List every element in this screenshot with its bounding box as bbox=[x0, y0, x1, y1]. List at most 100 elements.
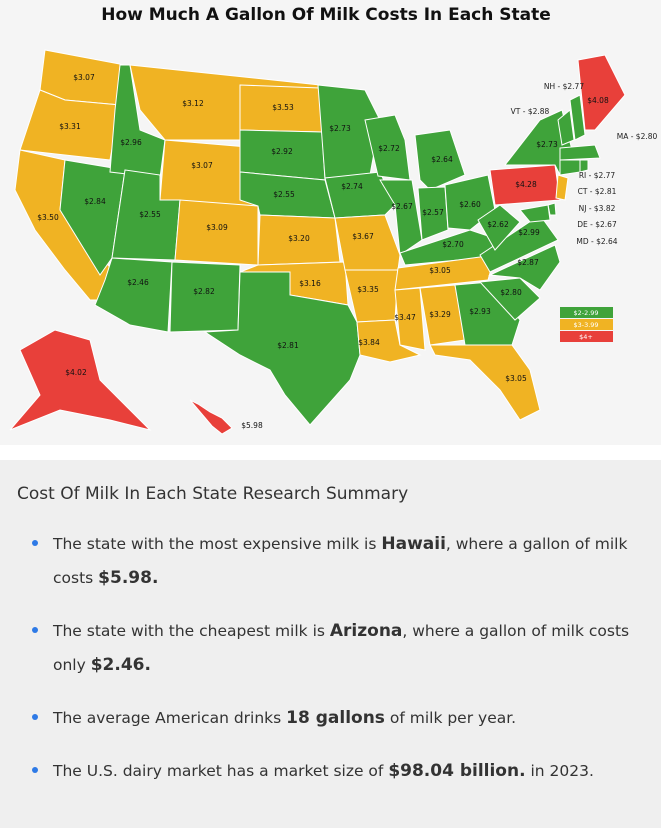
state-price-label: $2.93 bbox=[469, 307, 491, 316]
state-price-label: $3.29 bbox=[429, 310, 451, 319]
state-price-label: $5.98 bbox=[241, 421, 263, 430]
state-price-label: $2.80 bbox=[500, 288, 522, 297]
state-price-label: $3.12 bbox=[182, 99, 204, 108]
text: The average American drinks bbox=[53, 709, 287, 727]
text: , where a gallon of milk costs only bbox=[53, 622, 630, 674]
bold-text: Arizona bbox=[329, 621, 403, 641]
state-price-label: $2.84 bbox=[84, 197, 106, 206]
state-price-label: $2.92 bbox=[271, 147, 293, 156]
state-price-label: $3.84 bbox=[358, 338, 380, 347]
state bbox=[519, 204, 551, 223]
legend-label: $4+ bbox=[579, 333, 593, 341]
state-price-label: CT - $2.81 bbox=[578, 187, 617, 196]
bold-text: $2.46. bbox=[90, 655, 151, 675]
state-price-label: NJ - $3.82 bbox=[579, 204, 616, 213]
summary-list: The state with the most expensive milk i… bbox=[30, 527, 650, 807]
state-price-label: $3.16 bbox=[299, 279, 321, 288]
summary-panel: Cost Of Milk In Each State Research Summ… bbox=[0, 460, 661, 828]
state-price-label: $2.73 bbox=[536, 140, 558, 149]
state-price-label: $2.74 bbox=[341, 182, 363, 191]
state bbox=[477, 204, 521, 251]
state-price-label: $3.07 bbox=[191, 161, 213, 170]
state bbox=[174, 199, 259, 266]
state-price-label: $3.31 bbox=[59, 122, 81, 131]
state-price-label: $2.60 bbox=[459, 200, 481, 209]
states bbox=[9, 49, 626, 435]
state-price-label: $3.47 bbox=[394, 313, 416, 322]
state-price-label: $2.46 bbox=[127, 278, 149, 287]
state bbox=[557, 109, 575, 146]
map-title: How Much A Gallon Of Milk Costs In Each … bbox=[101, 5, 551, 25]
state bbox=[555, 174, 569, 201]
text: The state with the cheapest milk is bbox=[53, 622, 330, 640]
state-price-label: $2.81 bbox=[277, 341, 299, 350]
state-price-label: RI - $2.77 bbox=[579, 171, 616, 180]
state-price-label: $2.99 bbox=[518, 228, 540, 237]
state bbox=[559, 144, 601, 161]
legend-label: $3-3.99 bbox=[573, 321, 598, 329]
state-price-label: $2.64 bbox=[431, 155, 453, 164]
state-price-label: $3.50 bbox=[37, 213, 59, 222]
legend-swatch bbox=[560, 319, 613, 330]
bold-text: 18 gallons bbox=[286, 708, 385, 728]
state bbox=[569, 94, 586, 141]
state bbox=[203, 271, 361, 426]
state-price-label: $3.53 bbox=[272, 103, 294, 112]
state bbox=[577, 54, 626, 131]
text: of milk per year. bbox=[384, 709, 517, 727]
state bbox=[489, 164, 561, 206]
state-price-label: $2.87 bbox=[517, 258, 539, 267]
state-price-label: $2.96 bbox=[120, 138, 142, 147]
bold-text: $98.04 billion. bbox=[388, 761, 526, 781]
state-price-label: VT - $2.88 bbox=[511, 107, 550, 116]
state-price-label: $2.55 bbox=[139, 210, 161, 219]
text: , where a gallon of milk costs bbox=[53, 535, 628, 587]
state bbox=[429, 344, 541, 421]
state-price-label: $2.57 bbox=[422, 208, 444, 217]
state-price-label: MA - $2.80 bbox=[617, 132, 658, 141]
state bbox=[394, 287, 426, 351]
state bbox=[356, 319, 422, 363]
legend-swatch bbox=[560, 307, 613, 318]
state bbox=[394, 254, 496, 291]
state bbox=[189, 399, 233, 435]
state-price-label: $2.73 bbox=[329, 124, 351, 133]
state bbox=[478, 277, 541, 321]
state-price-label: $3.05 bbox=[429, 266, 451, 275]
state bbox=[414, 129, 466, 191]
text: The state with the most expensive milk i… bbox=[53, 535, 382, 553]
text: in 2023. bbox=[525, 762, 594, 780]
state-price-label: NH - $2.77 bbox=[544, 82, 584, 91]
state-price-label: $4.28 bbox=[515, 180, 537, 189]
text: The U.S. dairy market has a market size … bbox=[53, 762, 389, 780]
state-price-label: $2.62 bbox=[487, 220, 509, 229]
state bbox=[109, 64, 166, 179]
state bbox=[488, 244, 561, 291]
summary-bullet: The U.S. dairy market has a market size … bbox=[30, 754, 650, 788]
state-price-label: $4.02 bbox=[65, 368, 87, 377]
state-price-label: $3.05 bbox=[505, 374, 527, 383]
state-price-label: MD - $2.64 bbox=[576, 237, 617, 246]
state bbox=[9, 329, 152, 431]
state-price-label: $4.08 bbox=[587, 96, 609, 105]
legend-label: $2-2.99 bbox=[573, 309, 598, 317]
summary-bullet: The average American drinks 18 gallons o… bbox=[30, 701, 650, 735]
state-price-label: $3.07 bbox=[73, 73, 95, 82]
legend-swatch bbox=[560, 331, 613, 342]
state bbox=[364, 114, 411, 181]
state bbox=[324, 171, 396, 219]
state-price-label: $2.82 bbox=[193, 287, 215, 296]
map: How Much A Gallon Of Milk Costs In Each … bbox=[9, 5, 658, 435]
state-price-label: DE - $2.67 bbox=[577, 220, 617, 229]
state-price-label: $2.67 bbox=[391, 202, 413, 211]
state bbox=[479, 214, 559, 273]
state bbox=[334, 214, 401, 271]
summary-bullet: The state with the most expensive milk i… bbox=[30, 527, 650, 595]
summary-heading: Cost Of Milk In Each State Research Summ… bbox=[17, 484, 409, 504]
state bbox=[379, 179, 423, 256]
bold-text: Hawaii bbox=[381, 534, 446, 554]
bold-text: $5.98. bbox=[98, 568, 159, 588]
state-price-label: $3.35 bbox=[357, 285, 379, 294]
summary-bullet: The state with the cheapest milk is Ariz… bbox=[30, 614, 650, 682]
